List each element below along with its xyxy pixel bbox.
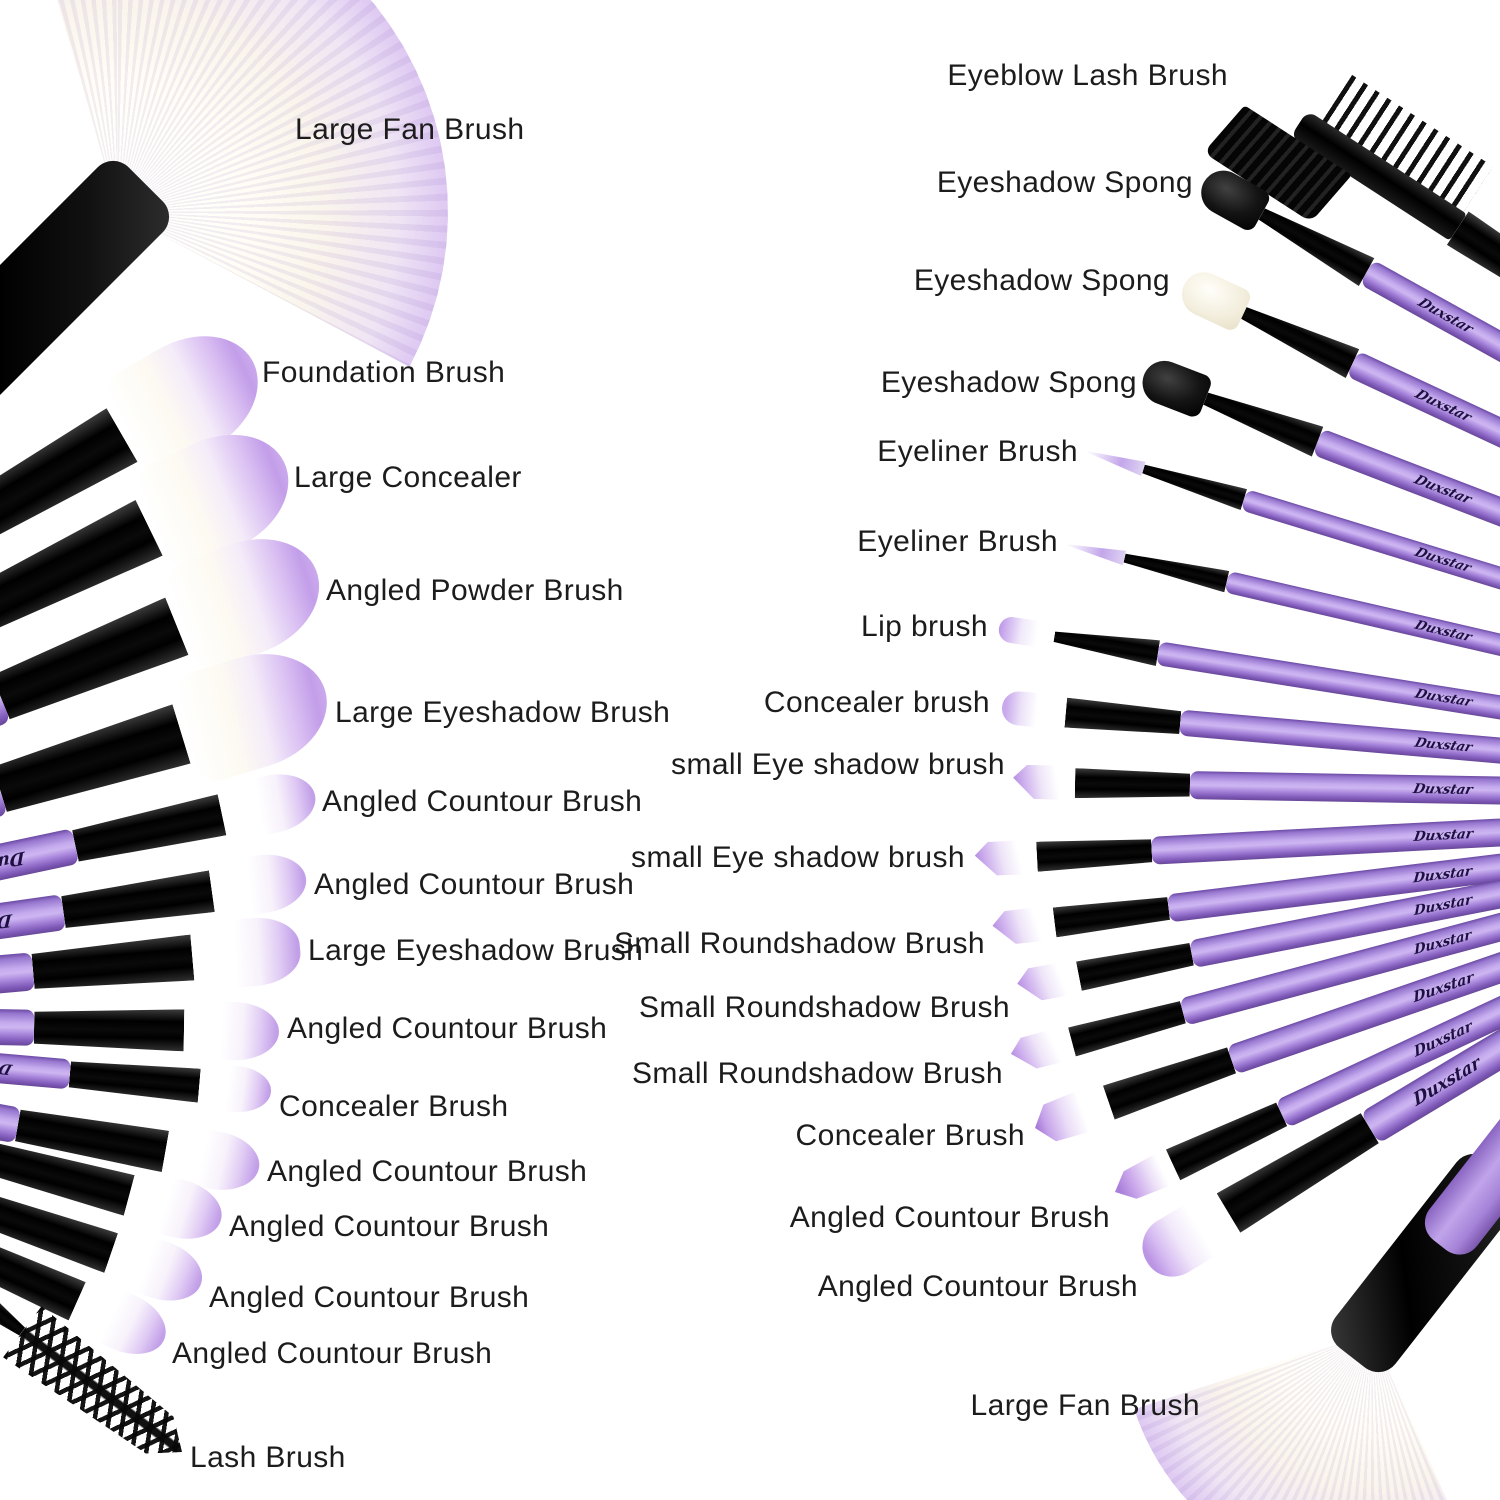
bristle-head	[1015, 959, 1083, 1006]
brush-ferrule	[1122, 547, 1229, 592]
brush-label-eyeliner-brush: Eyeliner Brush	[877, 435, 1078, 468]
brush-label-large-concealer: Large Concealer	[294, 461, 522, 494]
brush-label-eyeshadow-spong: Eyeshadow Spong	[936, 166, 1193, 199]
brush-label-eyeblow-lash-brush: Eyeblow Lash Brush	[947, 59, 1228, 92]
brush-label-angled-countour-brush: Angled Countour Brush	[789, 1201, 1110, 1234]
brush-label-angled-countour-brush: Angled Countour Brush	[817, 1270, 1138, 1303]
brush-ferrule	[1200, 384, 1323, 457]
brush-ferrule	[1076, 940, 1195, 991]
brush-ferrule	[1064, 698, 1181, 738]
brush-label-concealer-brush: Concealer Brush	[279, 1090, 509, 1123]
brush-label-angled-countour-brush: Angled Countour Brush	[209, 1281, 530, 1314]
brush-handle	[1189, 771, 1500, 817]
brush-label-small-eye-shadow-brush: small Eye shadow brush	[631, 841, 965, 874]
bristle-head	[197, 1062, 274, 1115]
brush-ferrule	[34, 1007, 185, 1052]
brush-ferrule	[1237, 298, 1359, 378]
bristle-head	[991, 905, 1057, 948]
brush-label-eyeliner-brush: Eyeliner Brush	[857, 525, 1058, 558]
brush-ferrule	[1103, 1043, 1238, 1119]
brush-label-concealer-brush: Concealer Brush	[795, 1119, 1025, 1152]
brush-label-angled-countour-brush: Angled Countour Brush	[172, 1337, 493, 1370]
bristle-head	[1136, 354, 1214, 420]
brush-label-small-roundshadow-brush: Small Roundshadow Brush	[631, 1057, 1003, 1090]
brush-ferrule	[1075, 768, 1191, 800]
brush-label-lip-brush: Lip brush	[860, 610, 988, 643]
brush-label-small-roundshadow-brush: Small Roundshadow Brush	[613, 927, 985, 960]
brush-label-eyeshadow-spong: Eyeshadow Spong	[880, 366, 1137, 399]
bristle-head	[1086, 444, 1146, 476]
bristle-head	[974, 839, 1038, 878]
brush-label-angled-powder-brush: Angled Powder Brush	[326, 574, 624, 607]
bristle-head	[1066, 537, 1126, 566]
brush-label-concealer-brush: Concealer brush	[763, 686, 990, 719]
brush-ferrule	[1052, 624, 1160, 666]
brush-ferrule	[1036, 836, 1152, 872]
brush-ferrule	[1068, 998, 1187, 1057]
brush-label-small-eye-shadow-brush: small Eye shadow brush	[671, 748, 1005, 781]
bristle-head	[183, 1001, 280, 1061]
brush-label-angled-countour-brush: Angled Countour Brush	[267, 1155, 588, 1188]
brush-label-foundation-brush: Foundation Brush	[262, 356, 506, 389]
bristle-head	[1028, 1081, 1117, 1150]
brush-label-large-fan-brush: Large Fan Brush	[970, 1389, 1200, 1422]
brush-label-angled-countour-brush: Angled Countour Brush	[322, 785, 643, 818]
bristle-head	[207, 849, 311, 920]
bristle-head	[1000, 690, 1068, 730]
brush-ferrule	[31, 935, 194, 995]
bristle-head	[1007, 1025, 1076, 1076]
brush-handle	[0, 993, 35, 1046]
brush-label-lash-brush: Lash Brush	[190, 1441, 346, 1474]
bristle-head	[1174, 265, 1254, 333]
brush-small-eye-shadow-brush: Duxstar	[1013, 764, 1500, 820]
brush-label-small-roundshadow-brush: Small Roundshadow Brush	[638, 991, 1010, 1024]
brush-label-large-eyeshadow-brush: Large Eyeshadow Brush	[308, 934, 644, 967]
bristle-head	[1013, 764, 1076, 801]
bristle-head	[189, 914, 303, 992]
brush-label-large-eyeshadow-brush: Large Eyeshadow Brush	[335, 696, 671, 729]
bristle-head	[996, 615, 1057, 650]
bristle-head	[216, 766, 322, 844]
brush-label-eyeshadow-spong: Eyeshadow Spong	[913, 264, 1170, 297]
brush-label-angled-countour-brush: Angled Countour Brush	[287, 1012, 608, 1045]
brush-label-large-fan-brush: Large Fan Brush	[295, 113, 525, 146]
brush-label-angled-countour-brush: Angled Countour Brush	[229, 1210, 550, 1243]
brush-ferrule	[68, 1057, 200, 1102]
brush-ferrule	[1053, 894, 1171, 938]
brush-ferrule	[1140, 458, 1247, 510]
brush-label-angled-countour-brush: Angled Countour Brush	[314, 868, 635, 901]
